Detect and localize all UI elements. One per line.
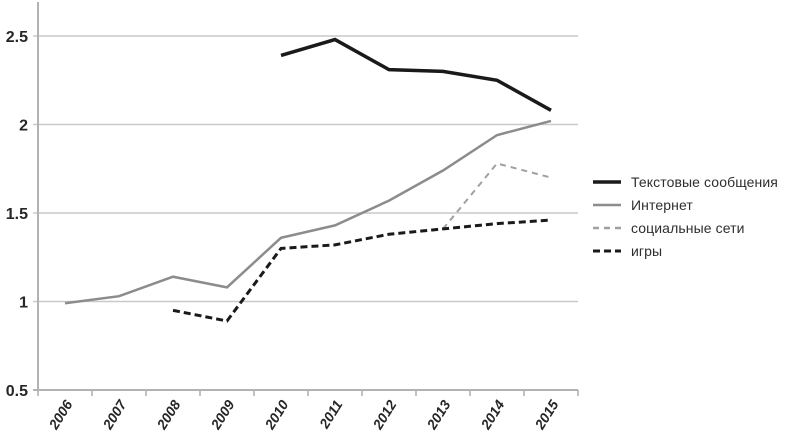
series-line-games: [172, 218, 552, 323]
legend-swatch-social-networks-icon: [593, 226, 621, 229]
legend-item-internet: Интернет: [592, 193, 790, 216]
x-tick-label-2007: 2007: [99, 396, 130, 433]
x-tick-label-2014: 2014: [477, 397, 508, 433]
x-tick-label-2009: 2009: [207, 397, 238, 433]
x-tick-label-2012: 2012: [369, 397, 400, 433]
y-tick-label-2: 2: [19, 118, 28, 135]
legend-swatch-internet-icon: [593, 203, 621, 206]
legend-item-text-messages: Текстовые сообщения: [592, 170, 790, 193]
legend-item-games: игры: [592, 239, 790, 262]
y-tick-label-1: 1: [19, 295, 28, 312]
x-tick-label-2008: 2008: [153, 397, 184, 433]
x-tick-label-2006: 2006: [45, 397, 76, 433]
legend-label-games: игры: [631, 242, 663, 259]
legend-label-social-networks: социальные сети: [631, 219, 745, 236]
legend-swatch-text-messages-icon: [593, 179, 621, 184]
chart-legend: Текстовые сообщения Интернет социальные …: [592, 170, 790, 262]
y-tick-label-2.5: 2.5: [6, 29, 28, 46]
x-tick-label-2015: 2015: [531, 397, 562, 433]
series-line-internet: [64, 119, 552, 305]
legend-label-text-messages: Текстовые сообщения: [631, 173, 778, 190]
y-tick-label-0.5: 0.5: [6, 383, 28, 400]
legend-swatch-games-icon: [593, 249, 621, 252]
series-line-text-messages: [280, 37, 552, 112]
y-tick-label-1.5: 1.5: [6, 206, 28, 223]
chart-plot-area: 2.5 2 1.5 1 0.5 2006 2007 2008 2009 2010 2011 2012 2…: [6, 2, 579, 433]
x-tick-label-2011: 2011: [315, 397, 345, 432]
legend-label-internet: Интернет: [631, 196, 693, 213]
series-line-social-networks: [442, 162, 552, 230]
legend-item-social-networks: социальные сети: [592, 216, 790, 239]
x-tick-label-2010: 2010: [261, 397, 292, 433]
x-tick-label-2013: 2013: [423, 397, 454, 433]
